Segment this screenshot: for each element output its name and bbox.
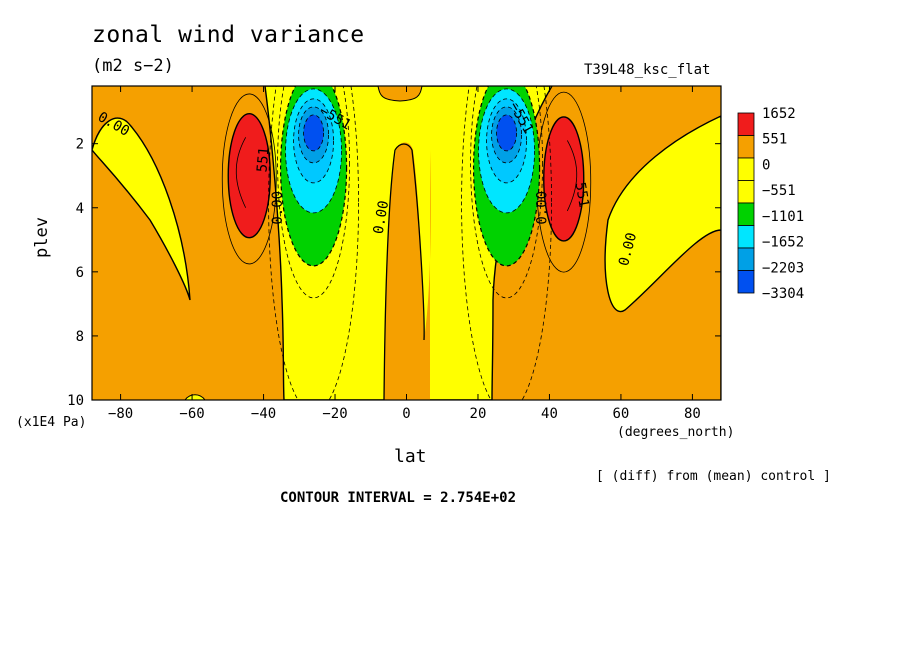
band-orange-equator-column: [384, 142, 431, 400]
contour-dashed-mid-north: [470, 86, 543, 299]
y-tick-label: 8: [76, 329, 84, 345]
colorbar-label: −1101: [762, 209, 804, 225]
contour-thin-southwest: [221, 93, 277, 265]
band-darkblue-north: [496, 114, 517, 152]
y-tick-label: 2: [76, 137, 84, 153]
colorbar-label: 0: [762, 157, 770, 173]
band-darkblue-south: [303, 114, 324, 152]
contour-label-4: 0.00: [371, 199, 393, 235]
colorbar-swatch: [737, 135, 755, 159]
contour-dashed-outer-north: [461, 86, 552, 400]
x-tick-label: −60: [179, 406, 204, 422]
colorbar-swatch: [737, 180, 755, 204]
x-tick-label: 60: [613, 406, 630, 422]
colorbar-swatch: [737, 157, 755, 181]
y-tick-label: 10: [67, 393, 84, 409]
contour-inner-southwest: [235, 137, 247, 208]
contour-dashed-outer-south: [268, 86, 359, 400]
contour-equator-left: [383, 149, 396, 400]
x-tick-label: −80: [108, 406, 133, 422]
band-yellow-southwest: [92, 117, 191, 301]
x-tick-label: −20: [322, 406, 347, 422]
band-yellow-northeast: [604, 115, 721, 400]
chart-units: (m2 s−2): [92, 56, 174, 76]
x-tick-label: 80: [684, 406, 701, 422]
max-southwest: [227, 113, 271, 239]
contour-label-6: 0.00: [534, 191, 550, 225]
chart-title: zonal wind variance: [92, 22, 365, 48]
max-northeast: [543, 116, 585, 242]
x-tick-label: 0: [402, 406, 410, 422]
x-axis-units: (degrees_north): [617, 425, 735, 440]
colorbar-label: −1652: [762, 235, 804, 251]
x-tick-label: 20: [470, 406, 487, 422]
band-orange-equator-top: [377, 86, 423, 102]
colorbar-swatch: [737, 270, 755, 294]
contour-equator-right: [411, 149, 425, 341]
colorbar-label: −3304: [762, 286, 804, 302]
colorbar-swatch: [737, 202, 755, 226]
x-axis-label: lat: [394, 446, 427, 467]
contour-interval: CONTOUR INTERVAL = 2.754E+02: [280, 490, 517, 506]
contour-inner-northeast: [566, 140, 578, 212]
contour-equator-top: [394, 143, 413, 151]
x-tick-label: −40: [251, 406, 276, 422]
colorbar-label: −551: [762, 183, 796, 199]
run-name: T39L48_ksc_flat: [584, 62, 711, 78]
colorbar-swatch: [737, 247, 755, 271]
colorbar-label: −2203: [762, 260, 804, 276]
contour-label-2: 0.00: [270, 191, 286, 225]
y-tick-label: 4: [76, 201, 84, 217]
colorbar-label: 1652: [762, 106, 796, 122]
colorbar-label: 551: [762, 132, 787, 148]
contour-dashed-mid-south: [277, 86, 350, 299]
y-axis-units: (x1E4 Pa): [16, 415, 87, 430]
diff-note: [ (diff) from (mean) control ]: [596, 469, 831, 484]
contour-label-1: 551: [254, 146, 272, 173]
y-tick-label: 6: [76, 265, 84, 281]
contour-label-7: 551: [572, 181, 592, 209]
colorbar-swatch: [737, 112, 755, 136]
x-tick-label: 40: [541, 406, 558, 422]
colorbar-swatch: [737, 225, 755, 249]
